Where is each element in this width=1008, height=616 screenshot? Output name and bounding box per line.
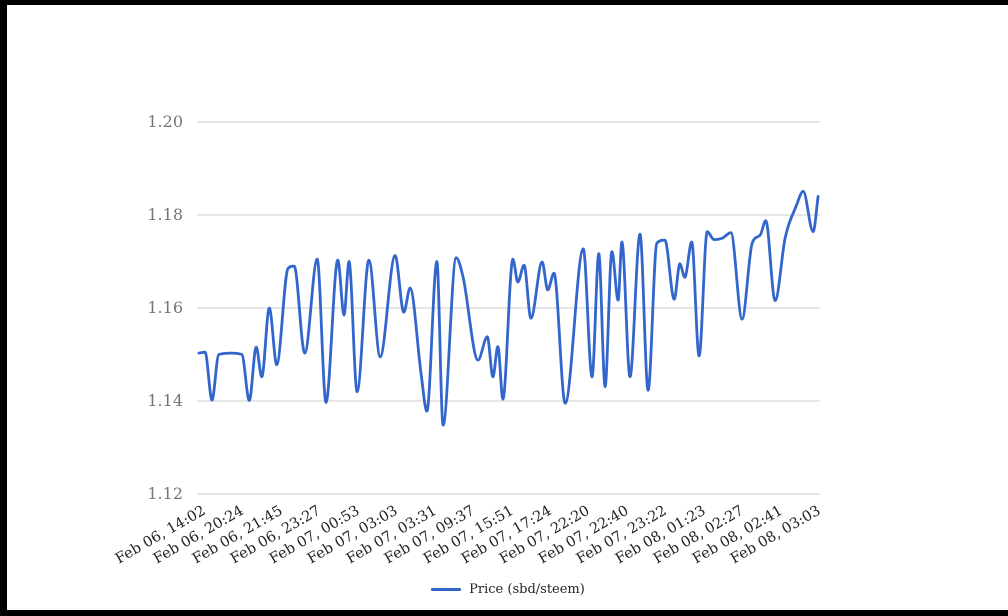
legend-line-swatch — [431, 588, 462, 591]
y-axis-label: 1.20 — [147, 112, 183, 131]
y-axis-label: 1.12 — [147, 484, 183, 503]
legend-series-label: Price (sbd/steem) — [469, 582, 585, 597]
price-line — [197, 189, 820, 427]
y-axis-label: 1.14 — [147, 391, 183, 410]
y-axis-label: 1.16 — [147, 298, 183, 317]
chart-legend: Price (sbd/steem) — [0, 582, 1008, 597]
y-axis-label: 1.18 — [147, 205, 183, 224]
